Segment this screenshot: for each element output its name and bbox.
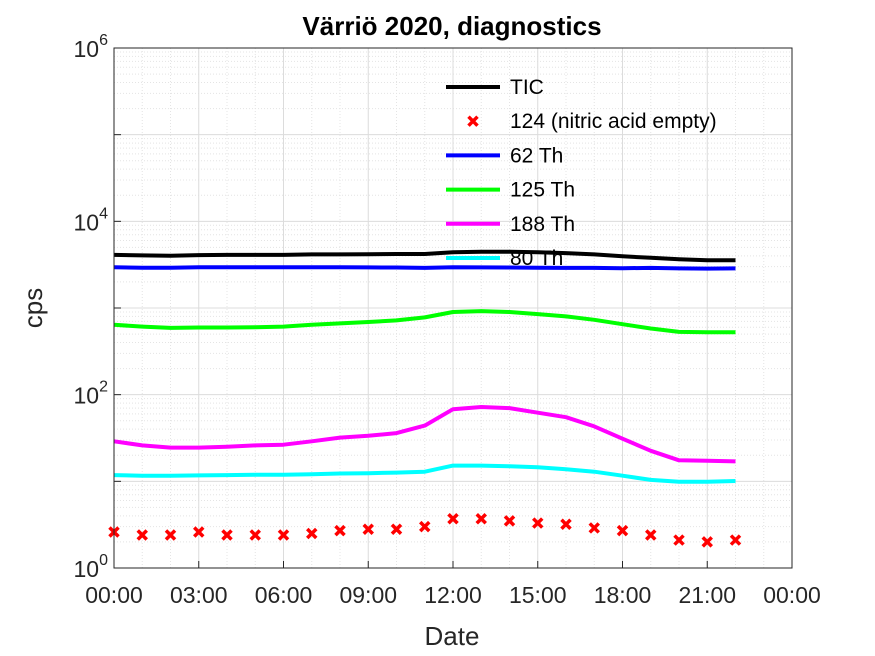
x-tick-label: 15:00: [509, 582, 567, 608]
legend-marker-124-nitric-acid-empty: [467, 115, 479, 127]
data-point: [532, 517, 544, 529]
x-tick-label: 18:00: [594, 582, 652, 608]
data-point: [616, 524, 629, 537]
x-tick-label: 09:00: [339, 582, 397, 608]
x-tick-label: 00:00: [85, 582, 143, 608]
legend-label-124-nitric-acid-empty: 124 (nitric acid empty): [510, 110, 717, 133]
data-point: [503, 515, 516, 527]
legend: TIC 124 (nitric acid empty) 62 Th 125 Th 188…: [440, 68, 780, 273]
data-point: [334, 524, 346, 537]
data-point: [560, 518, 572, 530]
x-tick-label: 21:00: [678, 582, 736, 608]
legend-label-188-th: 188 Th: [510, 213, 575, 236]
legend-box: [440, 68, 780, 273]
y-tick-label: 104: [74, 205, 109, 235]
legend-label-125-th: 125 Th: [510, 179, 575, 202]
series-62-th-line: [113, 265, 736, 271]
data-point: [221, 529, 233, 541]
series-125-th-line: [113, 309, 736, 335]
data-point: [475, 513, 487, 525]
data-point: [136, 529, 148, 541]
data-point: [419, 520, 431, 533]
data-point: [588, 522, 600, 534]
data-point: [362, 523, 374, 535]
data-point: [164, 529, 177, 541]
data-point: [390, 523, 403, 535]
data-point: [306, 527, 318, 540]
series-tic-line: [113, 249, 736, 263]
x-tick-label: 12:00: [424, 582, 482, 608]
data-point: [701, 536, 713, 548]
legend-label-80-th: 80 Th: [510, 247, 563, 270]
data-point: [447, 513, 459, 525]
legend-label-tic: TIC: [510, 76, 544, 99]
x-axis-label: Date: [425, 621, 480, 651]
series-layer: [108, 249, 742, 548]
data-point: [645, 529, 657, 541]
legend-label-62-th: 62 Th: [510, 144, 563, 167]
x-tick-label: 00:00: [763, 582, 821, 608]
x-tick-label: 03:00: [170, 582, 228, 608]
y-axis-label: cps: [18, 288, 48, 328]
data-point: [249, 529, 261, 541]
data-point: [673, 534, 685, 546]
series-188-th-line: [113, 405, 736, 464]
chart-title: Värriö 2020, diagnostics: [302, 11, 601, 41]
data-point: [277, 529, 290, 541]
y-tick-label: 102: [74, 379, 109, 409]
series-80-th-line: [113, 463, 736, 484]
tick-layer: 00:00 03:00 06:00 09:00 12:00 15:00 18:00 21:00…: [74, 32, 821, 608]
data-point: [729, 534, 742, 546]
y-tick-label: 106: [74, 32, 109, 62]
x-tick-label: 06:00: [255, 582, 313, 608]
y-tick-label: 100: [74, 552, 109, 582]
data-point: [193, 526, 205, 538]
